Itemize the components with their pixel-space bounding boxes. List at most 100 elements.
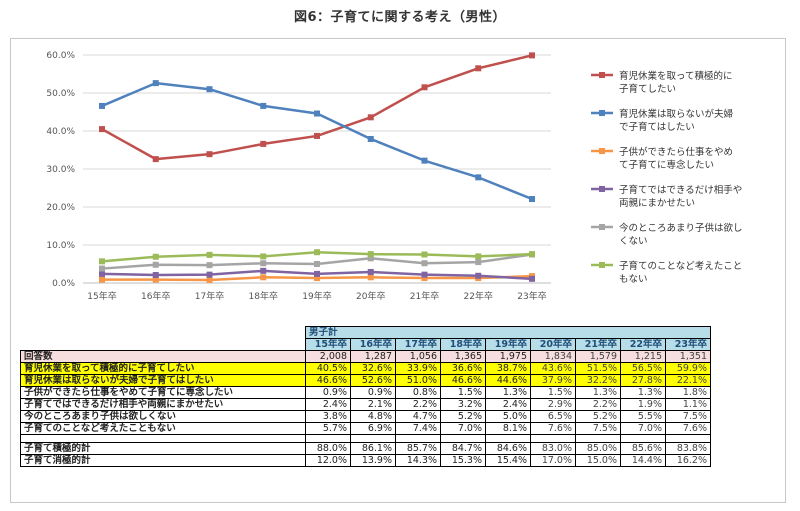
table-cell: 5.2% (440, 410, 486, 423)
table-cell: 43.6% (530, 362, 576, 375)
legend-label: 今のところあまり子供は欲し (619, 222, 743, 234)
data-point (475, 259, 482, 266)
table-summary-row: 子育て消極的計 12.0% 13.9% 14.3% 15.3% 15.4% 17.0% 15.… (20, 454, 711, 467)
legend-swatch-marker (599, 72, 605, 78)
table-year-cell: 17年卒 (395, 338, 441, 351)
data-point (475, 272, 482, 279)
table-row: 子供ができたら仕事をやめて子育てに専念したい 0.9% 0.9% 0.8% 1.5% 1.… (20, 386, 711, 399)
table-cell: 15.0% (575, 454, 621, 467)
table-year-cell: 22年卒 (620, 338, 666, 351)
table-cell: 2.9% (530, 398, 576, 411)
y-tick-label: 40.0% (46, 127, 75, 137)
table-group-label: 男子計 (305, 326, 711, 339)
data-table: 男子計 15年卒 16年卒 17年卒 18年卒 19年卒 20年卒 21年卒 22年卒 23年卒回… (20, 326, 711, 467)
table-cell: 15.3% (440, 454, 486, 467)
table-cell: 84.7% (440, 442, 486, 455)
data-point (206, 251, 213, 258)
x-tick-label: 21年卒 (410, 290, 439, 302)
table-corner-cell (21, 327, 306, 339)
table-row: 子育てではできるだけ相手や両親にまかせたい 2.4% 2.1% 2.2% 3.2% 2.4… (20, 398, 711, 411)
table-cell: 1,215 (620, 350, 666, 363)
data-point (314, 261, 320, 267)
table-cell: 1,975 (485, 350, 531, 363)
table-cell: 37.9% (530, 374, 576, 387)
table-cell: 7.0% (620, 422, 666, 435)
table-row-label: 今のところあまり子供は欲しくない (20, 410, 306, 423)
table-corner-cell (21, 339, 306, 351)
table-cell: 17.0% (530, 454, 576, 467)
data-point (367, 135, 374, 142)
table-cell: 7.5% (665, 410, 711, 423)
data-point (99, 258, 105, 265)
table-cell: 1,834 (530, 350, 576, 363)
table-spacer-cell (620, 434, 666, 443)
table-cell: 2.4% (485, 398, 531, 411)
table-cell: 51.5% (575, 362, 621, 375)
table-row: 回答数 2,008 1,287 1,056 1,365 1,975 1,834 1,579 1,… (20, 350, 711, 363)
x-tick-label: 23年卒 (517, 290, 546, 302)
data-point (206, 271, 213, 278)
table-cell: 2.2% (395, 398, 441, 411)
table-cell: 14.3% (395, 454, 441, 467)
table-cell: 38.7% (485, 362, 531, 375)
table-cell: 46.6% (305, 374, 351, 387)
data-point (152, 80, 159, 87)
series-line (101, 81, 533, 201)
table-row: 子育てのことなど考えたこともない 5.7% 6.9% 7.4% 7.0% 8.1% 7.6%… (20, 422, 711, 435)
data-point (152, 156, 159, 163)
data-point (529, 251, 535, 258)
x-tick-label: 15年卒 (87, 290, 116, 302)
table-cell: 83.0% (530, 442, 576, 455)
data-point (99, 270, 105, 277)
table-cell: 83.8% (665, 442, 711, 455)
legend-label: で子育てはしたい (619, 121, 695, 133)
table-cell: 32.6% (350, 362, 396, 375)
table-cell: 2.4% (305, 398, 351, 411)
table-spacer-cell (440, 434, 486, 443)
data-point (206, 276, 213, 283)
table-cell: 1.1% (665, 398, 711, 411)
table-cell: 59.9% (665, 362, 711, 375)
table-year-cell: 23年卒 (665, 338, 711, 351)
table-cell: 1,287 (350, 350, 396, 363)
series-lines (99, 52, 535, 283)
table-cell: 7.6% (530, 422, 576, 435)
data-point (421, 260, 428, 267)
legend-label: て子育てに専念したい (619, 159, 714, 171)
table-row-label: 子育て積極的計 (20, 442, 306, 455)
table-spacer-cell (665, 434, 711, 443)
y-tick-label: 20.0% (46, 203, 75, 213)
table-cell: 13.9% (350, 454, 396, 467)
x-tick-label: 17年卒 (195, 290, 224, 302)
y-tick-label: 0.0% (52, 279, 75, 289)
table-cell: 51.0% (395, 374, 441, 387)
legend-label: 子育てのことなど考えたこと (619, 260, 742, 272)
table-cell: 27.8% (620, 374, 666, 387)
legend-label: 育児休業は取らないが夫婦 (619, 108, 733, 120)
table-cell: 1,365 (440, 350, 486, 363)
data-point (421, 157, 428, 164)
table-row: 今のところあまり子供は欲しくない 3.8% 4.8% 4.7% 5.2% 5.0% 6.5%… (20, 410, 711, 423)
table-cell: 7.0% (440, 422, 486, 435)
table-cell: 1.3% (620, 386, 666, 399)
y-tick-label: 60.0% (46, 51, 75, 61)
table-spacer-cell (305, 434, 351, 443)
table-year-cell: 21年卒 (575, 338, 621, 351)
legend-swatch-marker (599, 262, 605, 268)
table-cell: 46.6% (440, 374, 486, 387)
x-tick-label: 22年卒 (464, 290, 493, 302)
legend-swatch-marker (599, 148, 605, 154)
x-tick-label: 19年卒 (302, 290, 331, 302)
table-cell: 85.0% (575, 442, 621, 455)
legend-label: 子供ができたら仕事をやめ (619, 146, 733, 158)
legend-swatch-marker (599, 110, 605, 116)
table-cell: 1,579 (575, 350, 621, 363)
table-cell: 5.0% (485, 410, 531, 423)
table-row-label: 育児休業を取って積極的に子育てしたい (20, 362, 306, 375)
table-cell: 1.8% (665, 386, 711, 399)
table-cell: 85.6% (620, 442, 666, 455)
data-point (314, 110, 320, 117)
data-point (475, 253, 482, 260)
table-cell: 33.9% (395, 362, 441, 375)
table-cell: 4.7% (395, 410, 441, 423)
